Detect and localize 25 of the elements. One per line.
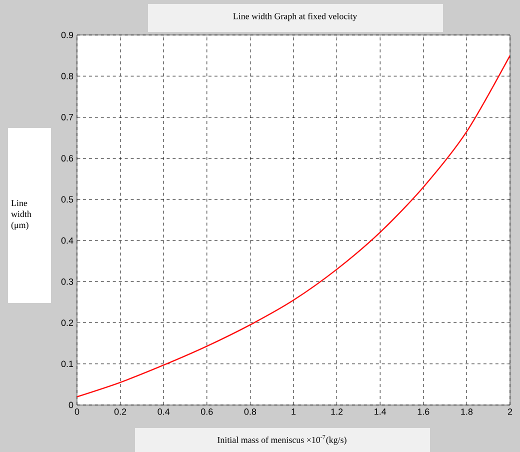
x-tick-label: 0.6	[201, 408, 213, 415]
x-tick-label: 0.8	[244, 408, 256, 415]
chart-title: Line width Graph at fixed velocity	[233, 12, 358, 22]
x-tick-label: 0.2	[114, 408, 126, 415]
x-tick-label: 2	[508, 408, 512, 415]
y-tick-label: 0.7	[61, 114, 74, 120]
x-tick-label: 1.8	[461, 408, 473, 415]
x-tick-label: 1.6	[418, 408, 430, 415]
y-tick-label: 0.1	[61, 360, 74, 368]
y-tick-label: 0.8	[61, 72, 74, 80]
x-tick-label: 1.2	[331, 408, 343, 415]
y-tick-label: 0.3	[61, 278, 74, 285]
y-tick-label: 0.4	[61, 237, 74, 244]
y-axis-title: Line width (μm)	[11, 200, 32, 230]
x-tick-label: 0	[74, 408, 80, 415]
line-series	[77, 54, 510, 398]
x-axis-title: Initial mass of meniscus ×10$^{-7}$(kg/s)	[218, 435, 346, 445]
y-tick-label: 0.2	[61, 320, 74, 326]
x-tick-label: 1.4	[374, 408, 386, 415]
y-tick-label: 0.5	[61, 196, 74, 203]
y-tick-label: 0	[68, 402, 74, 408]
x-tick-label: 1	[292, 408, 296, 415]
x-tick-label: 0.4	[158, 408, 170, 415]
y-tick-label: 0.6	[61, 155, 74, 162]
y-tick-label: 0.9	[61, 32, 74, 38]
